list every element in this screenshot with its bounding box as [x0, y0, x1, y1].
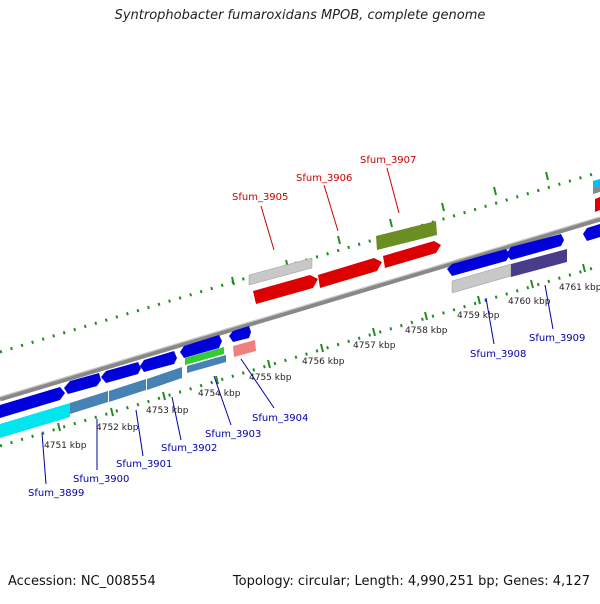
scale-label: 4757 kbp [353, 341, 396, 351]
feature-sfum-3907[interactable] [383, 241, 441, 268]
gene-label-sfum-3905[interactable]: Sfum_3905 [232, 192, 288, 203]
feature-sfum-3901-steel[interactable] [109, 379, 146, 402]
feature-sfum-3902[interactable] [140, 351, 177, 372]
accession-text: Accession: NC_008554 [8, 574, 156, 589]
scale-label: 4758 kbp [405, 326, 448, 336]
feature-sfum-3900-steel[interactable] [70, 391, 108, 414]
genome-summary-text: Topology: circular; Length: 4,990,251 bp… [232, 574, 590, 589]
major-ticks-outer [231, 171, 549, 286]
scale-label: 4756 kbp [302, 357, 345, 367]
gene-label-sfum-3908[interactable]: Sfum_3908 [470, 349, 526, 360]
feature-sfum-3905[interactable] [253, 275, 318, 304]
genome-backbone [0, 216, 600, 402]
feature-sfum-3908[interactable] [447, 249, 510, 276]
feature-red-edge[interactable] [595, 197, 600, 212]
map-title: Syntrophobacter fumaroxidans MPOB, compl… [114, 8, 486, 23]
scale-labels: 4751 kbp 4752 kbp 4753 kbp 4754 kbp 4755… [44, 283, 600, 451]
feature-gray-edge[interactable] [593, 186, 600, 194]
gene-label-sfum-3906[interactable]: Sfum_3906 [296, 173, 352, 184]
scale-label: 4753 kbp [146, 406, 189, 416]
gene-label-sfum-3903[interactable]: Sfum_3903 [205, 429, 261, 440]
scale-label: 4759 kbp [457, 311, 500, 321]
gene-label-sfum-3904[interactable]: Sfum_3904 [252, 413, 308, 424]
scale-label: 4761 kbp [559, 283, 600, 293]
scale-label: 4751 kbp [44, 441, 87, 451]
feature-sfum-3902-steel[interactable] [147, 367, 182, 390]
feature-sfum-3906[interactable] [318, 258, 382, 288]
feature-blue-edge[interactable] [583, 224, 600, 241]
scale-label: 4755 kbp [249, 373, 292, 383]
feature-sfum-3899-cyan[interactable] [0, 403, 70, 438]
feature-sfum-3904-pink[interactable] [233, 340, 256, 357]
forward-features [248, 179, 600, 304]
feature-sfum-3909-purple[interactable] [511, 249, 567, 277]
scale-label: 4760 kbp [508, 297, 551, 307]
reverse-features [0, 224, 600, 438]
gene-label-sfum-3899[interactable]: Sfum_3899 [28, 488, 84, 499]
gene-label-sfum-3900[interactable]: Sfum_3900 [73, 474, 129, 485]
callout-lines [41, 167, 554, 485]
feature-sfum-3899-blue[interactable] [0, 387, 65, 418]
gene-label-sfum-3907[interactable]: Sfum_3907 [360, 155, 416, 166]
scale-label: 4752 kbp [96, 423, 139, 433]
feature-sfum-3909[interactable] [506, 234, 564, 260]
feature-sfum-3905-gray[interactable] [248, 257, 313, 286]
major-ticks-inner [57, 263, 586, 432]
feature-sfum-3903-steel[interactable] [187, 355, 226, 373]
feature-sfum-3904[interactable] [229, 326, 251, 342]
gene-label-sfum-3901[interactable]: Sfum_3901 [116, 459, 172, 470]
feature-cyan-edge-1[interactable] [593, 179, 600, 188]
forward-labels: Sfum_3905 Sfum_3906 Sfum_3907 [232, 155, 416, 203]
feature-sfum-3900[interactable] [64, 373, 101, 394]
gene-label-sfum-3902[interactable]: Sfum_3902 [161, 443, 217, 454]
scale-label: 4754 kbp [198, 389, 241, 399]
feature-sfum-3907-green[interactable] [376, 221, 437, 250]
feature-sfum-3901[interactable] [101, 362, 141, 383]
gene-label-sfum-3909[interactable]: Sfum_3909 [529, 333, 585, 344]
feature-sfum-3903[interactable] [180, 335, 222, 358]
feature-sfum-3903-green[interactable] [185, 347, 224, 365]
reverse-labels: Sfum_3899 Sfum_3900 Sfum_3901 Sfum_3902 … [28, 333, 585, 499]
